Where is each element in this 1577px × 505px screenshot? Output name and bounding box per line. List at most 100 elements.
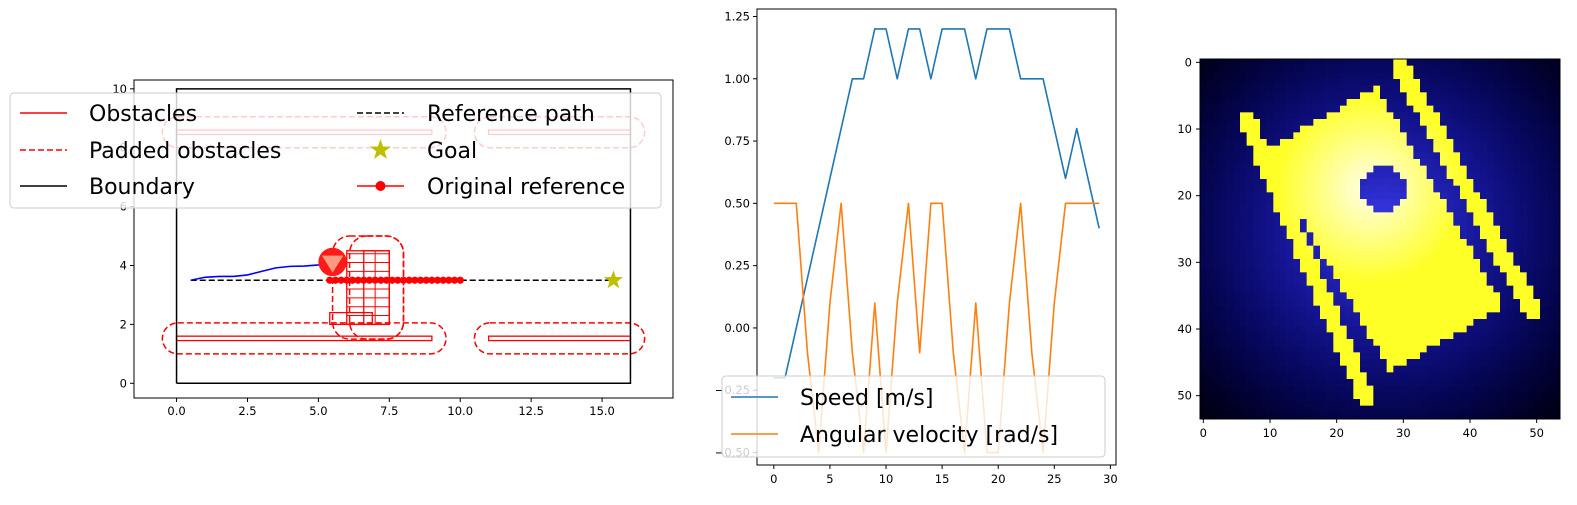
heatmap-cell <box>1453 145 1461 153</box>
heatmap-cell <box>1513 165 1521 173</box>
heatmap-cell <box>1293 279 1301 286</box>
heatmap-cell <box>1400 152 1407 160</box>
heatmap-cell <box>1426 312 1434 320</box>
heatmap-cell <box>1426 219 1434 226</box>
heatmap-cell <box>1540 65 1547 73</box>
heatmap-cell <box>1226 365 1234 373</box>
heatmap-cell <box>1320 165 1327 173</box>
heatmap-cell <box>1300 252 1307 260</box>
heatmap-cell <box>1280 119 1287 126</box>
heatmap-cell <box>1533 405 1541 413</box>
heatmap-cell <box>1306 172 1314 180</box>
heatmap-cell <box>1260 205 1267 213</box>
heatmap-cell <box>1333 212 1341 220</box>
heatmap-cell <box>1373 312 1381 320</box>
heatmap-cell <box>1300 285 1307 293</box>
heatmap-cell <box>1386 359 1394 366</box>
heatmap-cell <box>1520 192 1527 200</box>
heatmap-cell <box>1526 179 1534 186</box>
heatmap-cell <box>1433 132 1441 140</box>
heatmap-cell <box>1220 272 1227 280</box>
heatmap-cell <box>1440 79 1447 86</box>
heatmap-cell <box>1226 239 1234 246</box>
heatmap-cell <box>1360 339 1367 346</box>
heatmap-cell <box>1246 212 1254 220</box>
heatmap-cell <box>1200 132 1207 140</box>
heatmap-cell <box>1360 179 1367 186</box>
heatmap-cell <box>1373 112 1381 120</box>
heatmap-cell <box>1426 79 1434 86</box>
heatmap-cell <box>1213 105 1221 113</box>
heatmap-cell <box>1440 92 1447 100</box>
heatmap-cell <box>1206 305 1214 313</box>
heatmap-cell <box>1393 285 1401 293</box>
heatmap-cell <box>1333 239 1341 246</box>
heatmap-cell <box>1366 92 1374 100</box>
heatmap-cell <box>1520 172 1527 180</box>
heatmap-cell <box>1460 199 1467 206</box>
heatmap-cell <box>1526 312 1534 320</box>
heatmap-cell <box>1420 232 1427 240</box>
heatmap-cell <box>1506 399 1514 406</box>
heatmap-cell <box>1326 405 1334 413</box>
heatmap-cell <box>1340 379 1347 386</box>
heatmap-cell <box>1333 165 1341 173</box>
heatmap-cell <box>1246 305 1254 313</box>
heatmap-cell <box>1406 205 1414 213</box>
heatmap-cell <box>1446 239 1454 246</box>
heatmap-cell <box>1266 192 1274 200</box>
heatmap-cell <box>1453 79 1461 86</box>
heatmap-cell <box>1433 392 1441 400</box>
heatmap-cell <box>1473 339 1481 346</box>
heatmap-cell <box>1553 125 1561 133</box>
heatmap-cell <box>1340 119 1347 126</box>
heatmap-cell <box>1286 199 1294 206</box>
heatmap-cell <box>1460 205 1467 213</box>
heatmap-cell <box>1286 292 1294 300</box>
heatmap-cell <box>1526 279 1534 286</box>
heatmap-cell <box>1233 385 1241 393</box>
heatmap-cell <box>1440 239 1447 246</box>
heatmap-cell <box>1293 372 1301 380</box>
heatmap-cell <box>1346 332 1354 340</box>
heatmap-cell <box>1493 399 1501 406</box>
heatmap-cell <box>1513 72 1521 80</box>
series-line-0 <box>773 28 1100 379</box>
x-tick-label: 10 <box>879 472 894 486</box>
heatmap-cell <box>1240 192 1247 200</box>
heatmap-cell <box>1446 225 1454 233</box>
heatmap-cell <box>1553 265 1561 273</box>
heatmap-cell <box>1453 412 1461 420</box>
heatmap-cell <box>1460 185 1467 193</box>
heatmap-cell <box>1280 65 1287 73</box>
heatmap-cell <box>1286 205 1294 213</box>
heatmap-cell <box>1446 105 1454 113</box>
heatmap-cell <box>1466 305 1474 313</box>
heatmap-cell <box>1553 185 1561 193</box>
heatmap-cell <box>1253 59 1261 66</box>
heatmap-cell <box>1286 165 1294 173</box>
heatmap-cell <box>1346 365 1354 373</box>
heatmap-cell <box>1393 245 1401 253</box>
heatmap-cell <box>1486 179 1494 186</box>
heatmap-cell <box>1500 379 1507 386</box>
heatmap-cell <box>1373 125 1381 133</box>
original-reference-point <box>331 276 340 284</box>
heatmap-cell <box>1553 165 1561 173</box>
obstacle-1 <box>487 335 632 342</box>
heatmap-cell <box>1413 112 1421 120</box>
heatmap-cell <box>1460 305 1467 313</box>
heatmap-cell <box>1413 179 1421 186</box>
heatmap-cell <box>1220 405 1227 413</box>
heatmap-cell <box>1320 212 1327 220</box>
heatmap-cell <box>1533 319 1541 326</box>
heatmap-cell <box>1420 325 1427 333</box>
heatmap-cell <box>1213 85 1221 93</box>
heatmap-cell <box>1246 359 1254 366</box>
heatmap-cell <box>1260 145 1267 153</box>
heatmap-cell <box>1540 305 1547 313</box>
heatmap-cell <box>1246 159 1254 166</box>
heatmap-cell <box>1420 212 1427 220</box>
heatmap-cell <box>1346 185 1354 193</box>
heatmap-cell <box>1413 259 1421 266</box>
